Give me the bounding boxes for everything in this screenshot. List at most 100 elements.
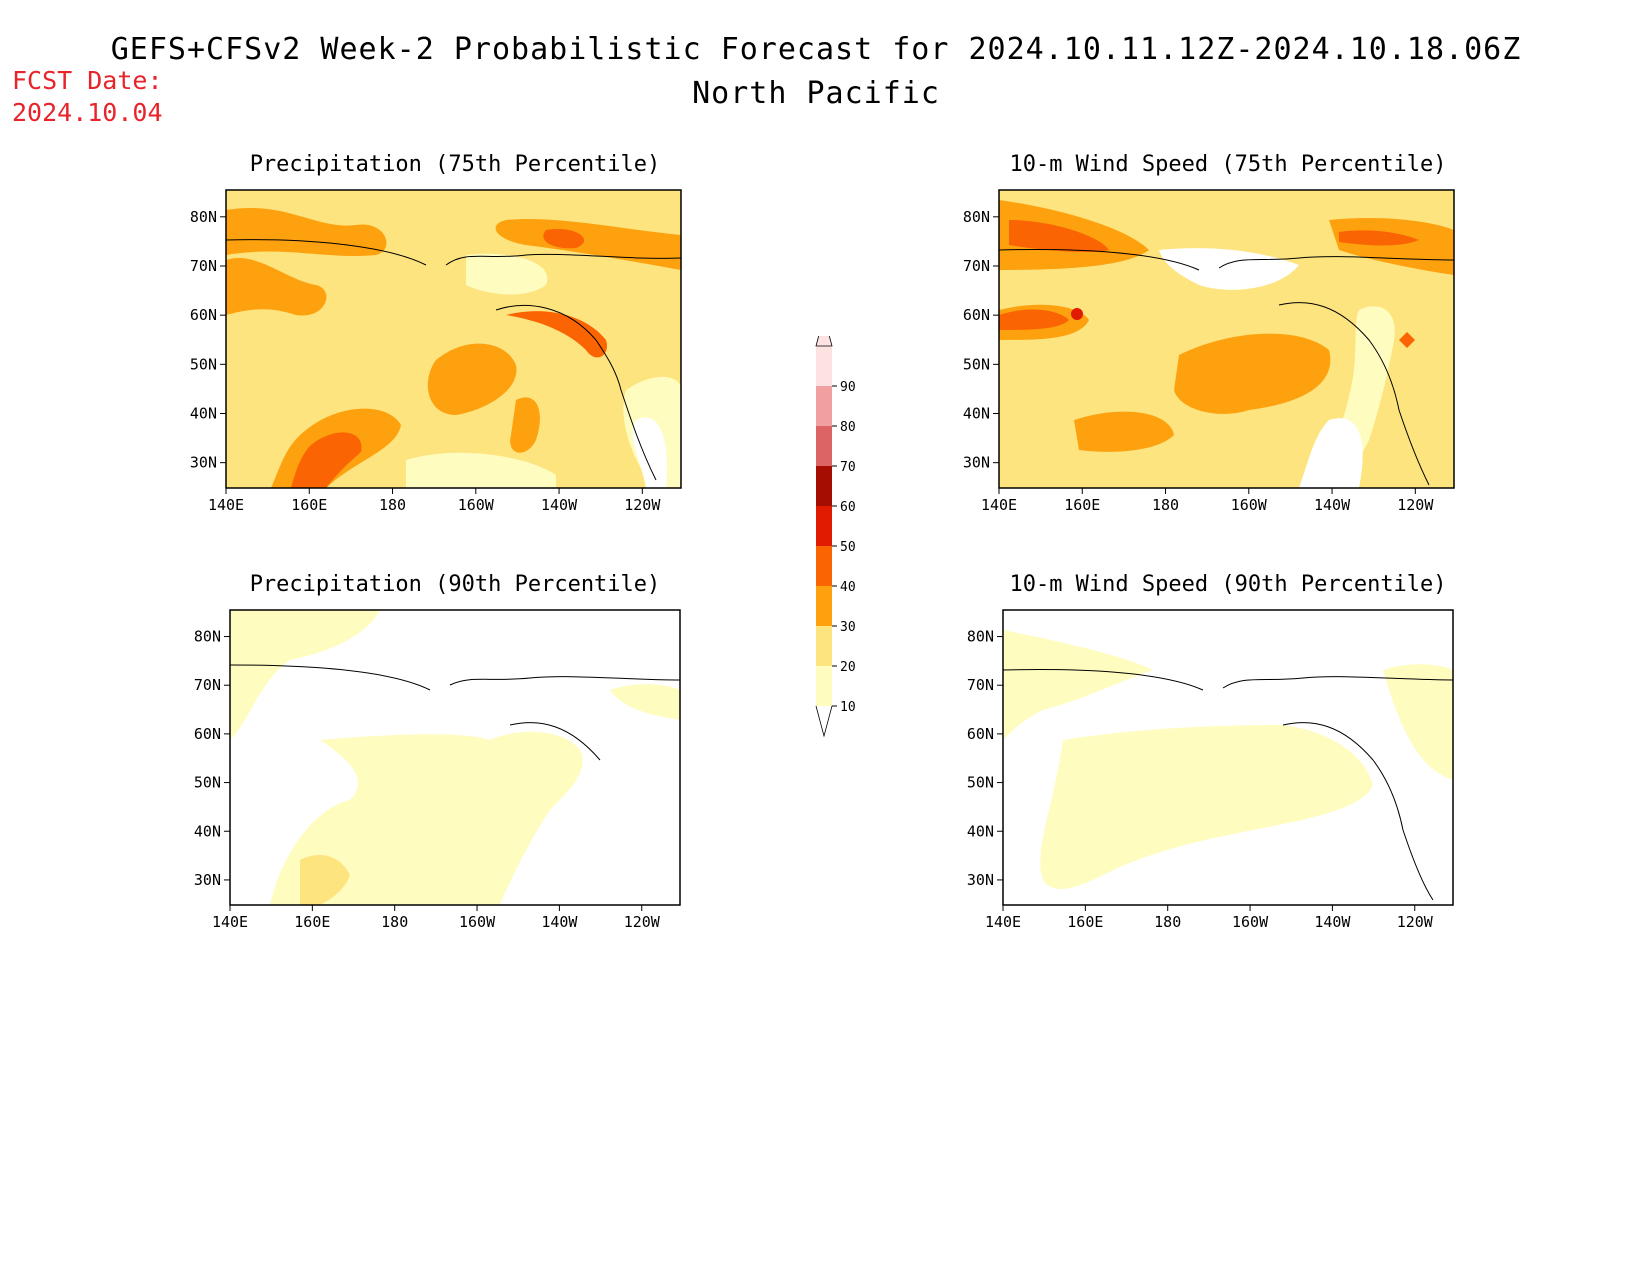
lat-tick-label: 60N bbox=[190, 306, 217, 324]
colorbar-tick-label: 50 bbox=[840, 540, 856, 555]
lon-tick-label: 140E bbox=[212, 913, 248, 931]
lon-tick-label: 160E bbox=[1064, 496, 1100, 514]
contour-30 bbox=[1174, 333, 1331, 414]
map-frame bbox=[225, 189, 682, 489]
contour-10 bbox=[1003, 630, 1153, 740]
contour-40 bbox=[1009, 220, 1109, 253]
lat-tick-label: 50N bbox=[963, 355, 990, 373]
lat-tick-label: 50N bbox=[967, 774, 994, 792]
colorbar-swatch bbox=[816, 426, 832, 466]
contour-40 bbox=[1399, 332, 1415, 348]
lon-tick-label: 160E bbox=[291, 496, 327, 514]
lon-tick-label: 140E bbox=[985, 913, 1021, 931]
contour-10 bbox=[1383, 664, 1453, 780]
contour-10 bbox=[1040, 725, 1373, 890]
map-frame bbox=[1002, 609, 1454, 906]
lon-tick-label: 160E bbox=[1067, 913, 1103, 931]
panel-title-precip-90: Precipitation (90th Percentile) bbox=[249, 572, 661, 597]
lat-tick-label: 80N bbox=[963, 208, 990, 226]
lon-tick-label: 160W bbox=[1232, 913, 1269, 931]
panel-title-precip-75: Precipitation (75th Percentile) bbox=[249, 152, 661, 177]
lon-tick-label: 140E bbox=[208, 496, 244, 514]
contour-30 bbox=[226, 257, 327, 316]
lon-tick-label: 180 bbox=[1154, 913, 1181, 931]
contour-0 bbox=[632, 417, 667, 488]
lat-tick-label: 80N bbox=[190, 208, 217, 226]
colorbar-swatch bbox=[816, 546, 832, 586]
lon-tick-label: 140E bbox=[981, 496, 1017, 514]
contour-40 bbox=[506, 311, 607, 358]
contour-30 bbox=[427, 343, 517, 415]
lon-tick-label: 180 bbox=[379, 496, 406, 514]
lat-tick-label: 60N bbox=[963, 306, 990, 324]
map-precip-75: 140E 160E 180 160W 140W 120W 80N 70N 60N 50N 40N 30… bbox=[190, 189, 682, 514]
contour-40 bbox=[1339, 230, 1419, 246]
colorbar-swatch bbox=[816, 346, 832, 386]
lat-tick-label: 30N bbox=[967, 871, 994, 889]
colorbar-swatch bbox=[816, 386, 832, 426]
lat-tick-label: 70N bbox=[967, 676, 994, 694]
contour-40 bbox=[999, 309, 1069, 330]
lat-tick-label: 30N bbox=[190, 454, 217, 472]
contour-30 bbox=[1074, 411, 1174, 452]
lat-tick-label: 70N bbox=[190, 257, 217, 275]
lat-tick-label: 60N bbox=[194, 725, 221, 743]
contour-10 bbox=[406, 452, 556, 488]
coastline bbox=[225, 239, 682, 481]
map-frame bbox=[229, 609, 681, 906]
fcst-date-value: 2024.10.04 bbox=[12, 98, 163, 127]
colorbar-swatch bbox=[816, 626, 832, 666]
contour-40 bbox=[543, 229, 585, 249]
lon-tick-label: 140W bbox=[541, 913, 578, 931]
colorbar-tick-label: 10 bbox=[840, 700, 856, 715]
contour-30 bbox=[226, 207, 387, 257]
lon-tick-label: 120W bbox=[1397, 496, 1434, 514]
lon-tick-label: 140W bbox=[1314, 496, 1351, 514]
colorbar-top-cap bbox=[815, 336, 833, 347]
colorbar-swatch bbox=[816, 586, 832, 626]
colorbar-tick-label: 60 bbox=[840, 500, 856, 515]
colorbar: 10 20 30 40 50 60 70 80 90 bbox=[815, 336, 856, 738]
lon-tick-label: 140W bbox=[1314, 913, 1351, 931]
contour-30 bbox=[510, 397, 540, 453]
lat-tick-label: 30N bbox=[194, 871, 221, 889]
map-precip-90: 140E 160E 180 160W 140W 120W 80N 70N 60N 50N 40N 30… bbox=[194, 609, 681, 931]
contour-10 bbox=[230, 610, 380, 740]
contour-50 bbox=[1071, 308, 1083, 320]
lat-tick-label: 40N bbox=[190, 405, 217, 423]
fcst-date-label: FCST Date: bbox=[12, 66, 163, 95]
map-wind-75: 140E 160E 180 160W 140W 120W 80N 70N 60N 50N 40N 30… bbox=[963, 189, 1455, 514]
lat-tick-label: 50N bbox=[190, 355, 217, 373]
contour-20 bbox=[300, 855, 350, 905]
colorbar-swatch bbox=[816, 506, 832, 546]
colorbar-swatch bbox=[816, 666, 832, 706]
colorbar-tick-label: 30 bbox=[840, 620, 856, 635]
panel-title-wind-90: 10-m Wind Speed (90th Percentile) bbox=[1009, 572, 1447, 597]
lat-tick-label: 60N bbox=[967, 725, 994, 743]
lon-tick-label: 120W bbox=[624, 913, 661, 931]
contour-0 bbox=[1159, 248, 1299, 290]
contour-10 bbox=[610, 684, 680, 720]
colorbar-bottom-cap bbox=[815, 705, 833, 738]
lon-tick-label: 160E bbox=[294, 913, 330, 931]
lat-tick-label: 80N bbox=[967, 628, 994, 646]
lon-tick-label: 160W bbox=[1231, 496, 1268, 514]
colorbar-tick-label: 40 bbox=[840, 580, 856, 595]
coastline bbox=[998, 249, 1455, 486]
lat-tick-label: 40N bbox=[967, 822, 994, 840]
contour-0 bbox=[1299, 418, 1363, 488]
region-subtitle: North Pacific bbox=[692, 76, 940, 111]
contour-10 bbox=[466, 253, 548, 295]
map-wind-90: 140E 160E 180 160W 140W 120W 80N 70N 60N 50N 40N 30… bbox=[967, 609, 1454, 931]
map-frame bbox=[998, 189, 1455, 489]
lat-tick-label: 40N bbox=[194, 822, 221, 840]
lon-tick-label: 120W bbox=[1397, 913, 1434, 931]
lon-tick-label: 160W bbox=[458, 496, 495, 514]
coastline bbox=[229, 664, 681, 761]
lat-tick-label: 80N bbox=[194, 628, 221, 646]
panel-title-wind-75: 10-m Wind Speed (75th Percentile) bbox=[1009, 152, 1447, 177]
main-title: GEFS+CFSv2 Week-2 Probabilistic Forecast… bbox=[110, 32, 1522, 67]
colorbar-tick-label: 80 bbox=[840, 420, 856, 435]
lon-tick-label: 180 bbox=[1152, 496, 1179, 514]
lon-tick-label: 160W bbox=[459, 913, 496, 931]
